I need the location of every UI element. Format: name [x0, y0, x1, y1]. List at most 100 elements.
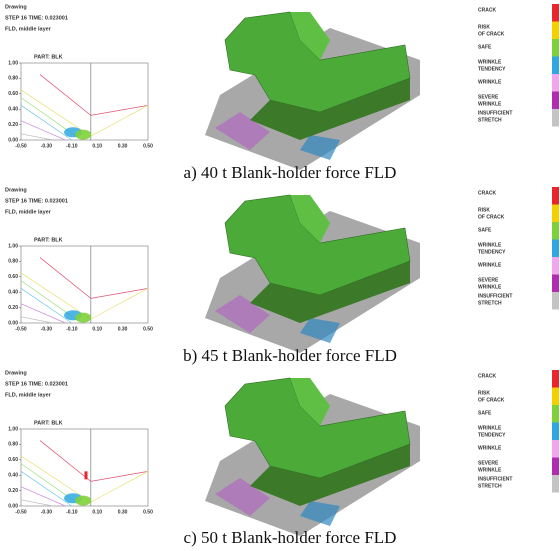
x-tick-label: 0.30 [118, 326, 128, 332]
legend-swatch [552, 440, 559, 458]
legend-swatch [552, 187, 559, 205]
x-tick-label: 0.50 [143, 143, 153, 149]
plot-frame [21, 429, 148, 506]
legend-swatch [552, 458, 559, 476]
panel: Drawing STEP 16 TIME: 0.023001 FLD, middle… [5, 370, 559, 547]
legend-swatch [552, 388, 559, 406]
legend-label: SEVERE [478, 460, 499, 466]
legend-label: STRETCH [478, 483, 502, 489]
legend-label: TENDENCY [478, 249, 506, 255]
chart-header: FLD, middle layer [5, 209, 52, 215]
legend-label: WRINKLE [478, 262, 502, 268]
point-cluster [75, 130, 91, 140]
x-tick-label: -0.10 [66, 326, 78, 332]
x-tick-label: 0.10 [92, 143, 102, 149]
legend-label: SAFE [478, 227, 492, 233]
y-tick-label: 1.00 [8, 426, 18, 432]
legend-label: STRETCH [478, 117, 502, 123]
point-cluster [75, 496, 91, 506]
legend-swatch [552, 257, 559, 275]
legend-label: INSUFFICIENT [478, 110, 512, 116]
y-tick-label: 1.00 [8, 243, 18, 249]
legend-label: WRINKLE [478, 242, 502, 248]
x-tick-label: -0.30 [41, 509, 53, 515]
x-tick-label: -0.50 [15, 509, 27, 515]
chart-header: STEP 16 TIME: 0.023001 [5, 381, 68, 387]
legend-swatch [552, 39, 559, 57]
y-tick-label: 0.80 [8, 442, 18, 448]
legend-swatch [552, 240, 559, 258]
chart-header: FLD, middle layer [5, 392, 52, 398]
y-tick-label: 0.20 [8, 305, 18, 311]
y-tick-label: 0.20 [8, 122, 18, 128]
x-tick-label: 0.30 [118, 143, 128, 149]
legend-swatch [552, 222, 559, 240]
legend-label: INSUFFICIENT [478, 293, 512, 299]
y-tick-label: 0.20 [8, 488, 18, 494]
legend-swatch [552, 475, 559, 493]
part-label: PART: BLK [34, 420, 63, 426]
y-tick-label: 0.40 [8, 107, 18, 113]
legend-label: RISK [478, 24, 490, 30]
legend-label: WRINKLE [478, 284, 502, 290]
legend-label: SEVERE [478, 94, 499, 100]
chart-header: Drawing [5, 370, 27, 376]
x-tick-label: 0.50 [143, 509, 153, 515]
legend-label: WRINKLE [478, 425, 502, 431]
legend-label: WRINKLE [478, 59, 502, 65]
legend-swatch [552, 109, 559, 127]
legend-label: RISK [478, 207, 490, 213]
y-tick-label: 1.00 [8, 60, 18, 66]
point-cluster [75, 313, 91, 323]
y-tick-label: 0.60 [8, 274, 18, 280]
legend-swatch [552, 4, 559, 22]
legend-swatch [552, 275, 559, 293]
legend-swatch [552, 405, 559, 423]
x-tick-label: -0.10 [66, 143, 78, 149]
legend-label: WRINKLE [478, 467, 502, 473]
legend-swatch [552, 74, 559, 92]
y-tick-label: 0.80 [8, 259, 18, 265]
legend-label: CRACK [478, 190, 496, 196]
y-tick-label: 0.80 [8, 76, 18, 82]
y-tick-label: 0.60 [8, 457, 18, 463]
y-tick-label: 0.40 [8, 290, 18, 296]
legend-label: WRINKLE [478, 101, 502, 107]
x-tick-label: 0.10 [92, 326, 102, 332]
plot-frame [21, 246, 148, 323]
x-tick-label: 0.30 [118, 509, 128, 515]
chart-header: STEP 16 TIME: 0.023001 [5, 15, 68, 21]
x-tick-label: -0.30 [41, 326, 53, 332]
legend-label: STRETCH [478, 300, 502, 306]
legend-label: CRACK [478, 7, 496, 13]
legend-swatch [552, 22, 559, 40]
x-tick-label: 0.50 [143, 326, 153, 332]
legend-label: OF CRACK [478, 31, 505, 37]
legend-swatch [552, 57, 559, 75]
x-tick-label: -0.30 [41, 143, 53, 149]
x-tick-label: -0.50 [15, 143, 27, 149]
chart-header: Drawing [5, 187, 27, 193]
legend-swatch [552, 92, 559, 110]
legend-label: WRINKLE [478, 79, 502, 85]
point-cluster [85, 471, 88, 479]
y-tick-label: 0.60 [8, 91, 18, 97]
x-tick-label: 0.10 [92, 509, 102, 515]
figure: Drawing STEP 16 TIME: 0.023001 FLD, middle… [0, 0, 560, 551]
legend-label: SAFE [478, 44, 492, 50]
chart-header: STEP 16 TIME: 0.023001 [5, 198, 68, 204]
legend-label: CRACK [478, 373, 496, 379]
legend-label: SAFE [478, 410, 492, 416]
legend-label: TENDENCY [478, 66, 506, 72]
legend-swatch [552, 370, 559, 388]
caption: b) 45 t Blank-holder force FLD [183, 346, 397, 365]
legend-label: OF CRACK [478, 214, 505, 220]
legend-label: TENDENCY [478, 432, 506, 438]
legend-label: WRINKLE [478, 445, 502, 451]
x-tick-label: -0.10 [66, 509, 78, 515]
panel: Drawing STEP 16 TIME: 0.023001 FLD, middle… [5, 187, 559, 365]
legend-swatch [552, 423, 559, 441]
y-tick-label: 0.40 [8, 473, 18, 479]
legend-label: SEVERE [478, 277, 499, 283]
